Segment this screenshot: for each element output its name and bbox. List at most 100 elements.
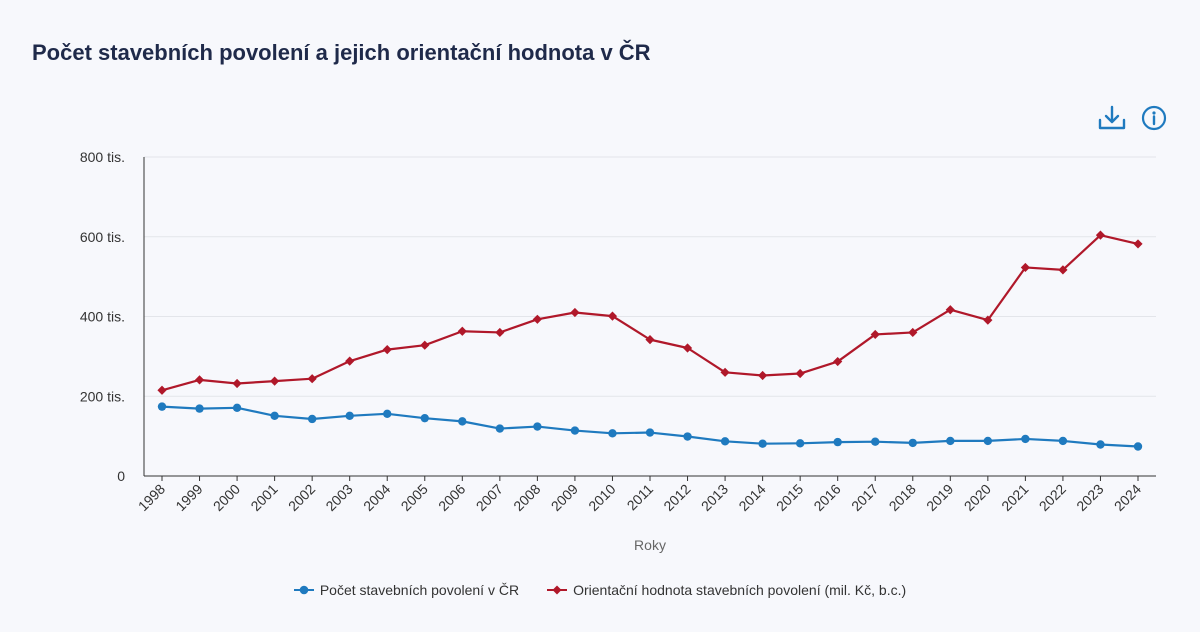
data-point[interactable]	[533, 422, 542, 431]
x-axis: 1998 1999 2000 2001 2002 2003 2004 2005 2006 2007…	[135, 475, 1156, 514]
data-point[interactable]	[195, 404, 204, 413]
chart-title: Počet stavebních povolení a jejich orien…	[32, 40, 651, 65]
y-tick-label: 600 tis.	[80, 229, 125, 245]
data-point[interactable]	[1133, 442, 1143, 451]
data-point[interactable]	[908, 327, 918, 338]
y-tick-label: 400 tis.	[80, 309, 125, 325]
x-tick-label: 2015	[773, 481, 806, 514]
x-tick-label: 2005	[398, 481, 431, 514]
data-point[interactable]	[607, 311, 618, 321]
x-tick-label: 2009	[548, 481, 581, 514]
series-line	[161, 234, 1139, 392]
download-icon	[1098, 105, 1126, 130]
data-point[interactable]	[570, 426, 580, 435]
x-tick-label: 2007	[473, 481, 506, 514]
data-point[interactable]	[645, 335, 655, 345]
download-button[interactable]	[1098, 104, 1126, 132]
chart-legend: Počet stavebních povolení v ČR Orientační…	[0, 582, 1200, 598]
data-point[interactable]	[1133, 239, 1143, 249]
x-tick-label: 2011	[624, 481, 657, 514]
data-point[interactable]	[307, 414, 317, 424]
legend-label: Počet stavebních povolení v ČR	[319, 582, 520, 598]
data-point[interactable]	[795, 439, 805, 448]
x-tick-label: 2016	[810, 481, 843, 514]
y-axis: 0 200 tis. 400 tis. 600 tis. 800 tis.	[80, 149, 145, 484]
x-tick-label: 2001	[247, 481, 280, 514]
x-tick-label: 2013	[698, 481, 731, 514]
data-point[interactable]	[983, 315, 993, 325]
data-point[interactable]	[383, 409, 392, 418]
info-button[interactable]	[1140, 104, 1168, 132]
data-point[interactable]	[645, 428, 655, 437]
x-tick-label: 2020	[961, 481, 994, 514]
chart-toolbar	[1098, 104, 1168, 132]
x-tick-label: 2023	[1073, 481, 1106, 514]
data-point[interactable]	[1020, 262, 1030, 273]
data-point[interactable]	[1095, 230, 1106, 240]
data-point[interactable]	[945, 305, 955, 315]
data-point[interactable]	[345, 411, 354, 420]
data-point[interactable]	[833, 437, 842, 447]
data-point[interactable]	[720, 437, 730, 446]
x-tick-label: 2002	[285, 481, 318, 514]
data-point[interactable]	[457, 326, 467, 336]
data-point[interactable]	[194, 375, 205, 385]
data-point[interactable]	[307, 374, 317, 384]
data-point[interactable]	[420, 340, 430, 350]
data-point[interactable]	[1058, 436, 1068, 446]
data-point[interactable]	[983, 436, 993, 446]
data-point[interactable]	[232, 403, 242, 413]
data-point[interactable]	[682, 343, 693, 353]
data-point[interactable]	[270, 376, 280, 386]
legend-item[interactable]: Orientační hodnota stavebních povolení (…	[547, 582, 906, 598]
legend-item[interactable]: Počet stavebních povolení v ČR	[293, 582, 520, 598]
data-point[interactable]	[157, 385, 167, 395]
legend-marker	[552, 585, 562, 595]
data-point[interactable]	[495, 424, 505, 433]
data-point[interactable]	[345, 356, 355, 366]
data-point[interactable]	[683, 432, 692, 441]
info-icon	[1141, 105, 1167, 131]
x-tick-label: 2019	[923, 481, 956, 514]
series-1	[157, 402, 1143, 451]
x-tick-label: 1998	[135, 481, 168, 514]
x-tick-label: 2004	[360, 481, 393, 514]
x-tick-label: 2014	[735, 481, 768, 514]
data-point[interactable]	[833, 356, 843, 367]
x-tick-label: 2022	[1036, 481, 1069, 514]
x-tick-label: 2021	[998, 481, 1031, 514]
x-tick-label: 2018	[886, 481, 919, 514]
data-point[interactable]	[570, 307, 580, 318]
data-point[interactable]	[608, 429, 617, 438]
data-point[interactable]	[270, 411, 279, 420]
data-point[interactable]	[420, 413, 429, 423]
x-tick-label: 2003	[322, 481, 355, 514]
data-point[interactable]	[720, 367, 730, 377]
series-layer	[157, 230, 1143, 451]
x-tick-label: 2010	[585, 481, 618, 514]
data-point[interactable]	[1021, 434, 1030, 444]
grid-lines	[144, 156, 1156, 397]
data-point[interactable]	[157, 402, 167, 411]
data-point[interactable]	[1058, 265, 1068, 275]
data-point[interactable]	[532, 314, 542, 324]
series-2	[157, 230, 1143, 395]
data-point[interactable]	[495, 327, 505, 338]
data-point[interactable]	[382, 344, 392, 355]
legend-swatch	[293, 585, 314, 595]
data-point[interactable]	[758, 370, 768, 381]
data-point[interactable]	[871, 437, 880, 446]
data-point[interactable]	[946, 436, 955, 446]
data-point[interactable]	[795, 368, 805, 379]
data-point[interactable]	[870, 329, 880, 340]
x-tick-label: 2024	[1111, 481, 1144, 514]
data-point[interactable]	[908, 438, 917, 448]
data-point[interactable]	[232, 378, 242, 389]
data-point[interactable]	[1096, 440, 1105, 449]
data-point[interactable]	[758, 439, 767, 448]
x-tick-label: 2017	[848, 481, 881, 514]
legend-swatch	[547, 585, 568, 595]
y-tick-label: 0	[117, 468, 125, 484]
data-point[interactable]	[458, 417, 467, 426]
